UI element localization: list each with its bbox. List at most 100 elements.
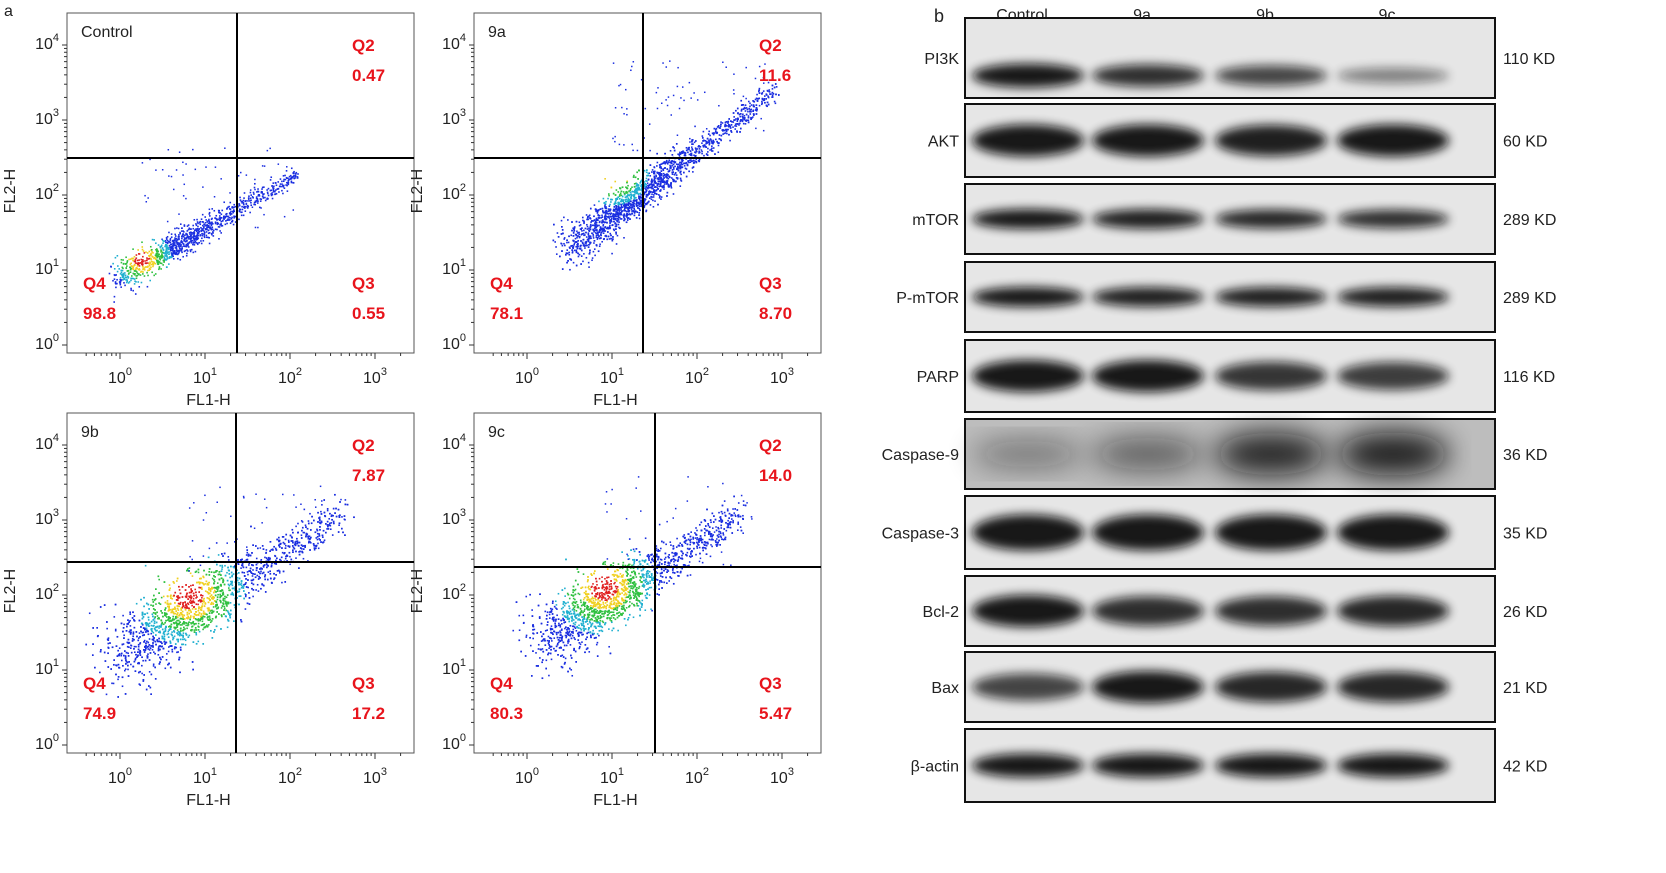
- event-dot: [168, 257, 171, 259]
- event-dot: [595, 217, 598, 220]
- event-dot: [739, 113, 742, 115]
- event-dot: [108, 272, 111, 275]
- event-dot: [282, 184, 285, 187]
- event-dot: [195, 597, 197, 599]
- event-dot: [184, 628, 186, 630]
- event-dot: [605, 200, 607, 203]
- event-dot: [669, 149, 672, 152]
- event-dot: [287, 177, 289, 180]
- event-dot: [243, 583, 245, 586]
- event-dot: [125, 256, 127, 259]
- event-dot: [166, 252, 168, 255]
- event-dot: [742, 117, 744, 119]
- event-dot: [708, 142, 711, 145]
- event-dot: [715, 138, 717, 141]
- event-dot: [747, 110, 749, 113]
- event-dot: [211, 226, 214, 229]
- event-dot: [167, 251, 170, 253]
- event-dot: [253, 201, 256, 204]
- event-dot: [609, 222, 611, 224]
- event-dot: [231, 210, 234, 213]
- event-dot: [112, 682, 115, 685]
- event-dot: [255, 557, 258, 560]
- event-dot: [604, 235, 607, 237]
- event-dot: [135, 275, 138, 277]
- event-dot: [688, 161, 690, 164]
- event-dot: [142, 250, 145, 252]
- event-dot: [710, 150, 713, 152]
- event-dot: [196, 238, 199, 241]
- event-dot: [736, 107, 739, 110]
- event-dot: [282, 184, 284, 187]
- event-dot: [573, 242, 576, 244]
- event-dot: [733, 116, 735, 118]
- event-dot: [666, 173, 668, 175]
- event-dot: [747, 100, 750, 103]
- event-dot: [683, 151, 686, 154]
- event-dot: [626, 212, 628, 215]
- event-dot: [151, 648, 154, 651]
- event-dot: [705, 142, 707, 145]
- event-dot: [208, 218, 210, 221]
- event-dot: [617, 215, 619, 218]
- event-dot: [260, 191, 263, 194]
- event-dot: [670, 177, 673, 179]
- event-dot: [627, 194, 629, 196]
- event-dot: [114, 256, 117, 259]
- event-dot: [230, 210, 232, 213]
- event-dot: [762, 76, 765, 79]
- event-dot: [678, 163, 680, 166]
- event-dot: [142, 268, 145, 270]
- event-dot: [640, 78, 643, 81]
- event-dot: [625, 204, 628, 207]
- tick-base: 10: [35, 186, 53, 203]
- event-dot: [194, 250, 197, 253]
- event-dot: [609, 219, 611, 221]
- event-dot: [680, 179, 682, 181]
- event-dot: [627, 184, 629, 187]
- event-dot: [127, 277, 130, 279]
- event-dot: [668, 185, 670, 188]
- event-dot: [189, 250, 192, 253]
- event-dot: [315, 537, 318, 539]
- event-dot: [164, 239, 167, 242]
- event-dot: [727, 128, 729, 131]
- event-dot: [627, 203, 629, 206]
- event-dot: [605, 235, 608, 238]
- event-dot: [633, 174, 635, 177]
- event-dot: [576, 243, 579, 246]
- event-dot: [186, 249, 188, 251]
- event-dot: [644, 107, 647, 110]
- event-dot: [223, 215, 225, 218]
- event-dot: [614, 225, 617, 228]
- event-dot: [563, 242, 565, 245]
- event-dot: [604, 215, 606, 218]
- event-dot: [604, 226, 606, 229]
- event-dot: [660, 174, 662, 177]
- event-dot: [162, 239, 164, 242]
- event-dot: [592, 237, 595, 239]
- event-dot: [267, 194, 270, 197]
- event-dot: [646, 186, 648, 189]
- event-dot: [680, 173, 682, 176]
- event-dot: [740, 108, 743, 111]
- event-dot: [701, 135, 704, 137]
- event-dot: [561, 250, 563, 252]
- event-dot: [225, 220, 227, 222]
- event-dot: [609, 224, 611, 227]
- event-dot: [142, 260, 144, 263]
- event-dot: [203, 231, 206, 234]
- event-dot: [130, 287, 132, 290]
- event-dot: [232, 594, 235, 596]
- event-dot: [154, 257, 157, 260]
- event-dot: [296, 541, 299, 544]
- event-dot: [134, 659, 137, 661]
- event-dot: [583, 232, 585, 235]
- event-dot: [581, 227, 583, 229]
- event-dot: [568, 235, 570, 238]
- event-dot: [270, 193, 273, 195]
- event-dot: [598, 245, 601, 248]
- event-dot: [635, 182, 637, 185]
- event-dot: [629, 187, 632, 190]
- event-dot: [257, 188, 259, 190]
